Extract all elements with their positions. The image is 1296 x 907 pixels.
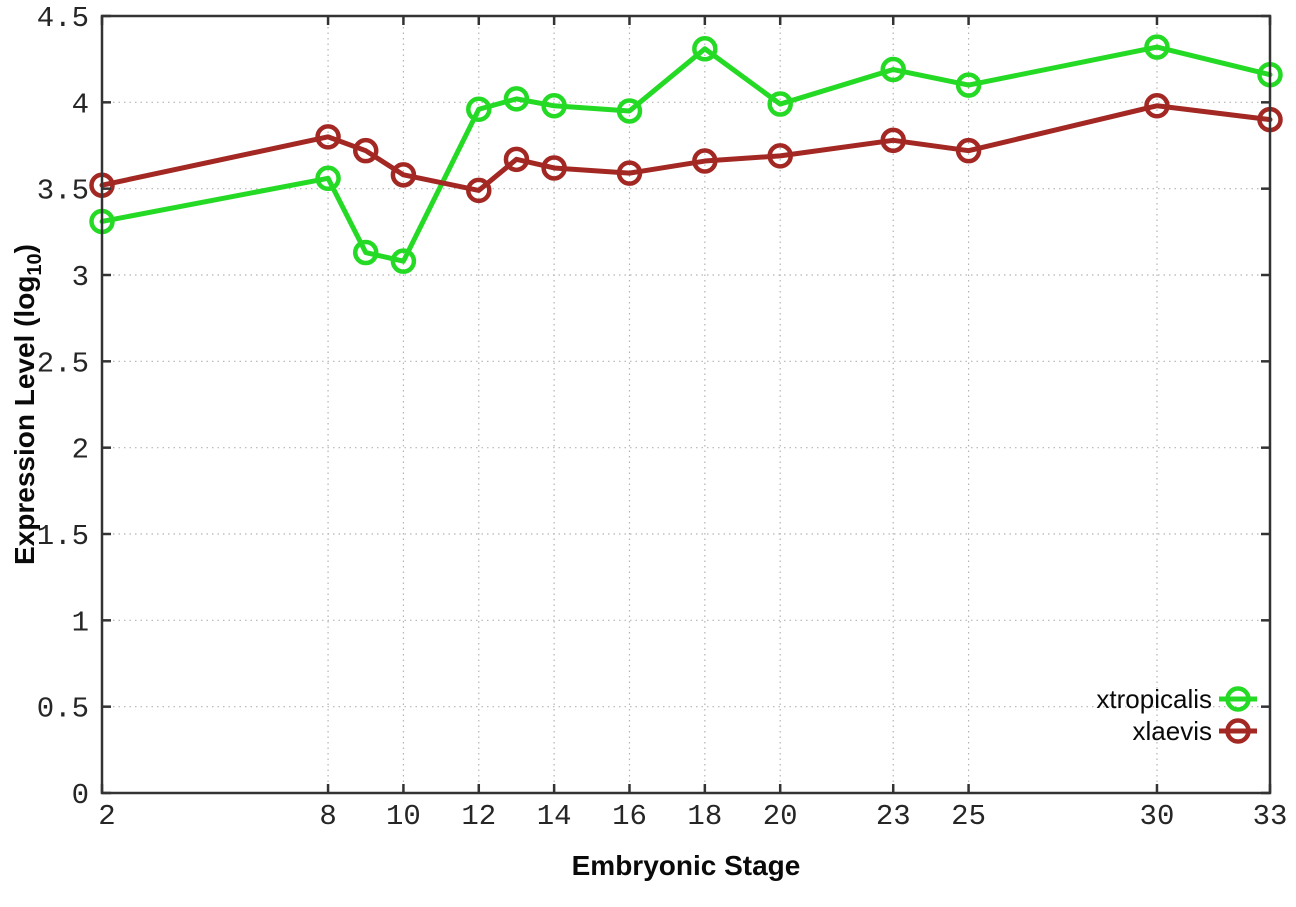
data-point-marker (955, 137, 982, 164)
data-point-marker (315, 124, 341, 150)
grid-lines (101, 15, 1271, 794)
x-axis-title: Embryonic Stage (572, 850, 801, 881)
x-tick-label: 8 (319, 800, 336, 833)
data-point-marker (503, 86, 530, 112)
y-tick-label: 2 (72, 434, 89, 467)
data-point-marker (1144, 93, 1170, 119)
legend-entry-xlaevis: xlaevis (1133, 716, 1257, 746)
x-tick-label: 16 (612, 800, 647, 833)
tick-labels: 2 8 10 12 14 16 18 20 23 25 30 33 0 0.5 1 1.5 2 2.5 3 3.5 4 4… (37, 2, 1288, 833)
plot-frame (100, 14, 1272, 795)
data-point-marker (616, 160, 643, 186)
y-tick-label: 4 (72, 88, 89, 121)
data-point-marker (352, 239, 379, 266)
y-tick-label: 1.5 (37, 520, 89, 553)
y-tick-label: 2.5 (37, 347, 89, 380)
data-point-marker (541, 93, 567, 119)
data-point-marker (1144, 34, 1170, 60)
data-point-marker (466, 177, 492, 204)
x-tick-label: 23 (876, 800, 911, 833)
y-axis-title: Expression Level (log10) (9, 244, 46, 565)
data-point-marker (616, 98, 643, 124)
data-point-marker (767, 91, 793, 117)
x-tick-label: 33 (1253, 800, 1288, 833)
data-point-marker (955, 72, 982, 98)
legend-label: xlaevis (1133, 716, 1212, 746)
legend-label: xtropicalis (1096, 684, 1212, 714)
x-tick-label: 10 (386, 800, 421, 833)
y-tick-label: 3.5 (37, 175, 89, 208)
x-tick-label: 25 (951, 800, 986, 833)
y-axis-title-text: Expression Level (log10) (9, 244, 46, 565)
y-tick-label: 3 (72, 261, 89, 294)
data-point-marker (692, 148, 718, 174)
y-tick-label: 4.5 (37, 2, 89, 35)
series-line-xlaevis (99, 103, 1273, 193)
series-xtropicalis (89, 34, 1283, 274)
data-point-marker (315, 165, 341, 192)
data-point-marker (880, 127, 906, 154)
x-tick-label: 18 (687, 800, 722, 833)
data-series (89, 34, 1283, 274)
x-tick-label: 2 (98, 800, 115, 833)
series-xlaevis (89, 93, 1283, 204)
x-tick-label: 20 (763, 800, 798, 833)
plot-border (100, 14, 1272, 795)
series-line-xtropicalis (99, 44, 1273, 264)
x-tick-label: 14 (537, 800, 572, 833)
data-point-marker (390, 162, 417, 188)
data-point-marker (880, 56, 906, 83)
y-tick-label: 0.5 (37, 693, 89, 726)
data-point-marker (352, 137, 379, 164)
data-point-marker (692, 36, 718, 62)
legend-entry-xtropicalis: xtropicalis (1096, 684, 1257, 714)
data-point-marker (466, 96, 492, 122)
legend-marker (1225, 718, 1251, 744)
data-point-marker (541, 155, 567, 181)
data-point-marker (503, 146, 530, 173)
data-point-marker (767, 143, 793, 169)
y-tick-label: 1 (72, 606, 89, 639)
legend-marker (1225, 686, 1251, 712)
data-point-marker (390, 248, 417, 274)
x-tick-label: 30 (1140, 800, 1175, 833)
x-tick-label: 12 (461, 800, 496, 833)
y-tick-label: 0 (72, 779, 89, 812)
